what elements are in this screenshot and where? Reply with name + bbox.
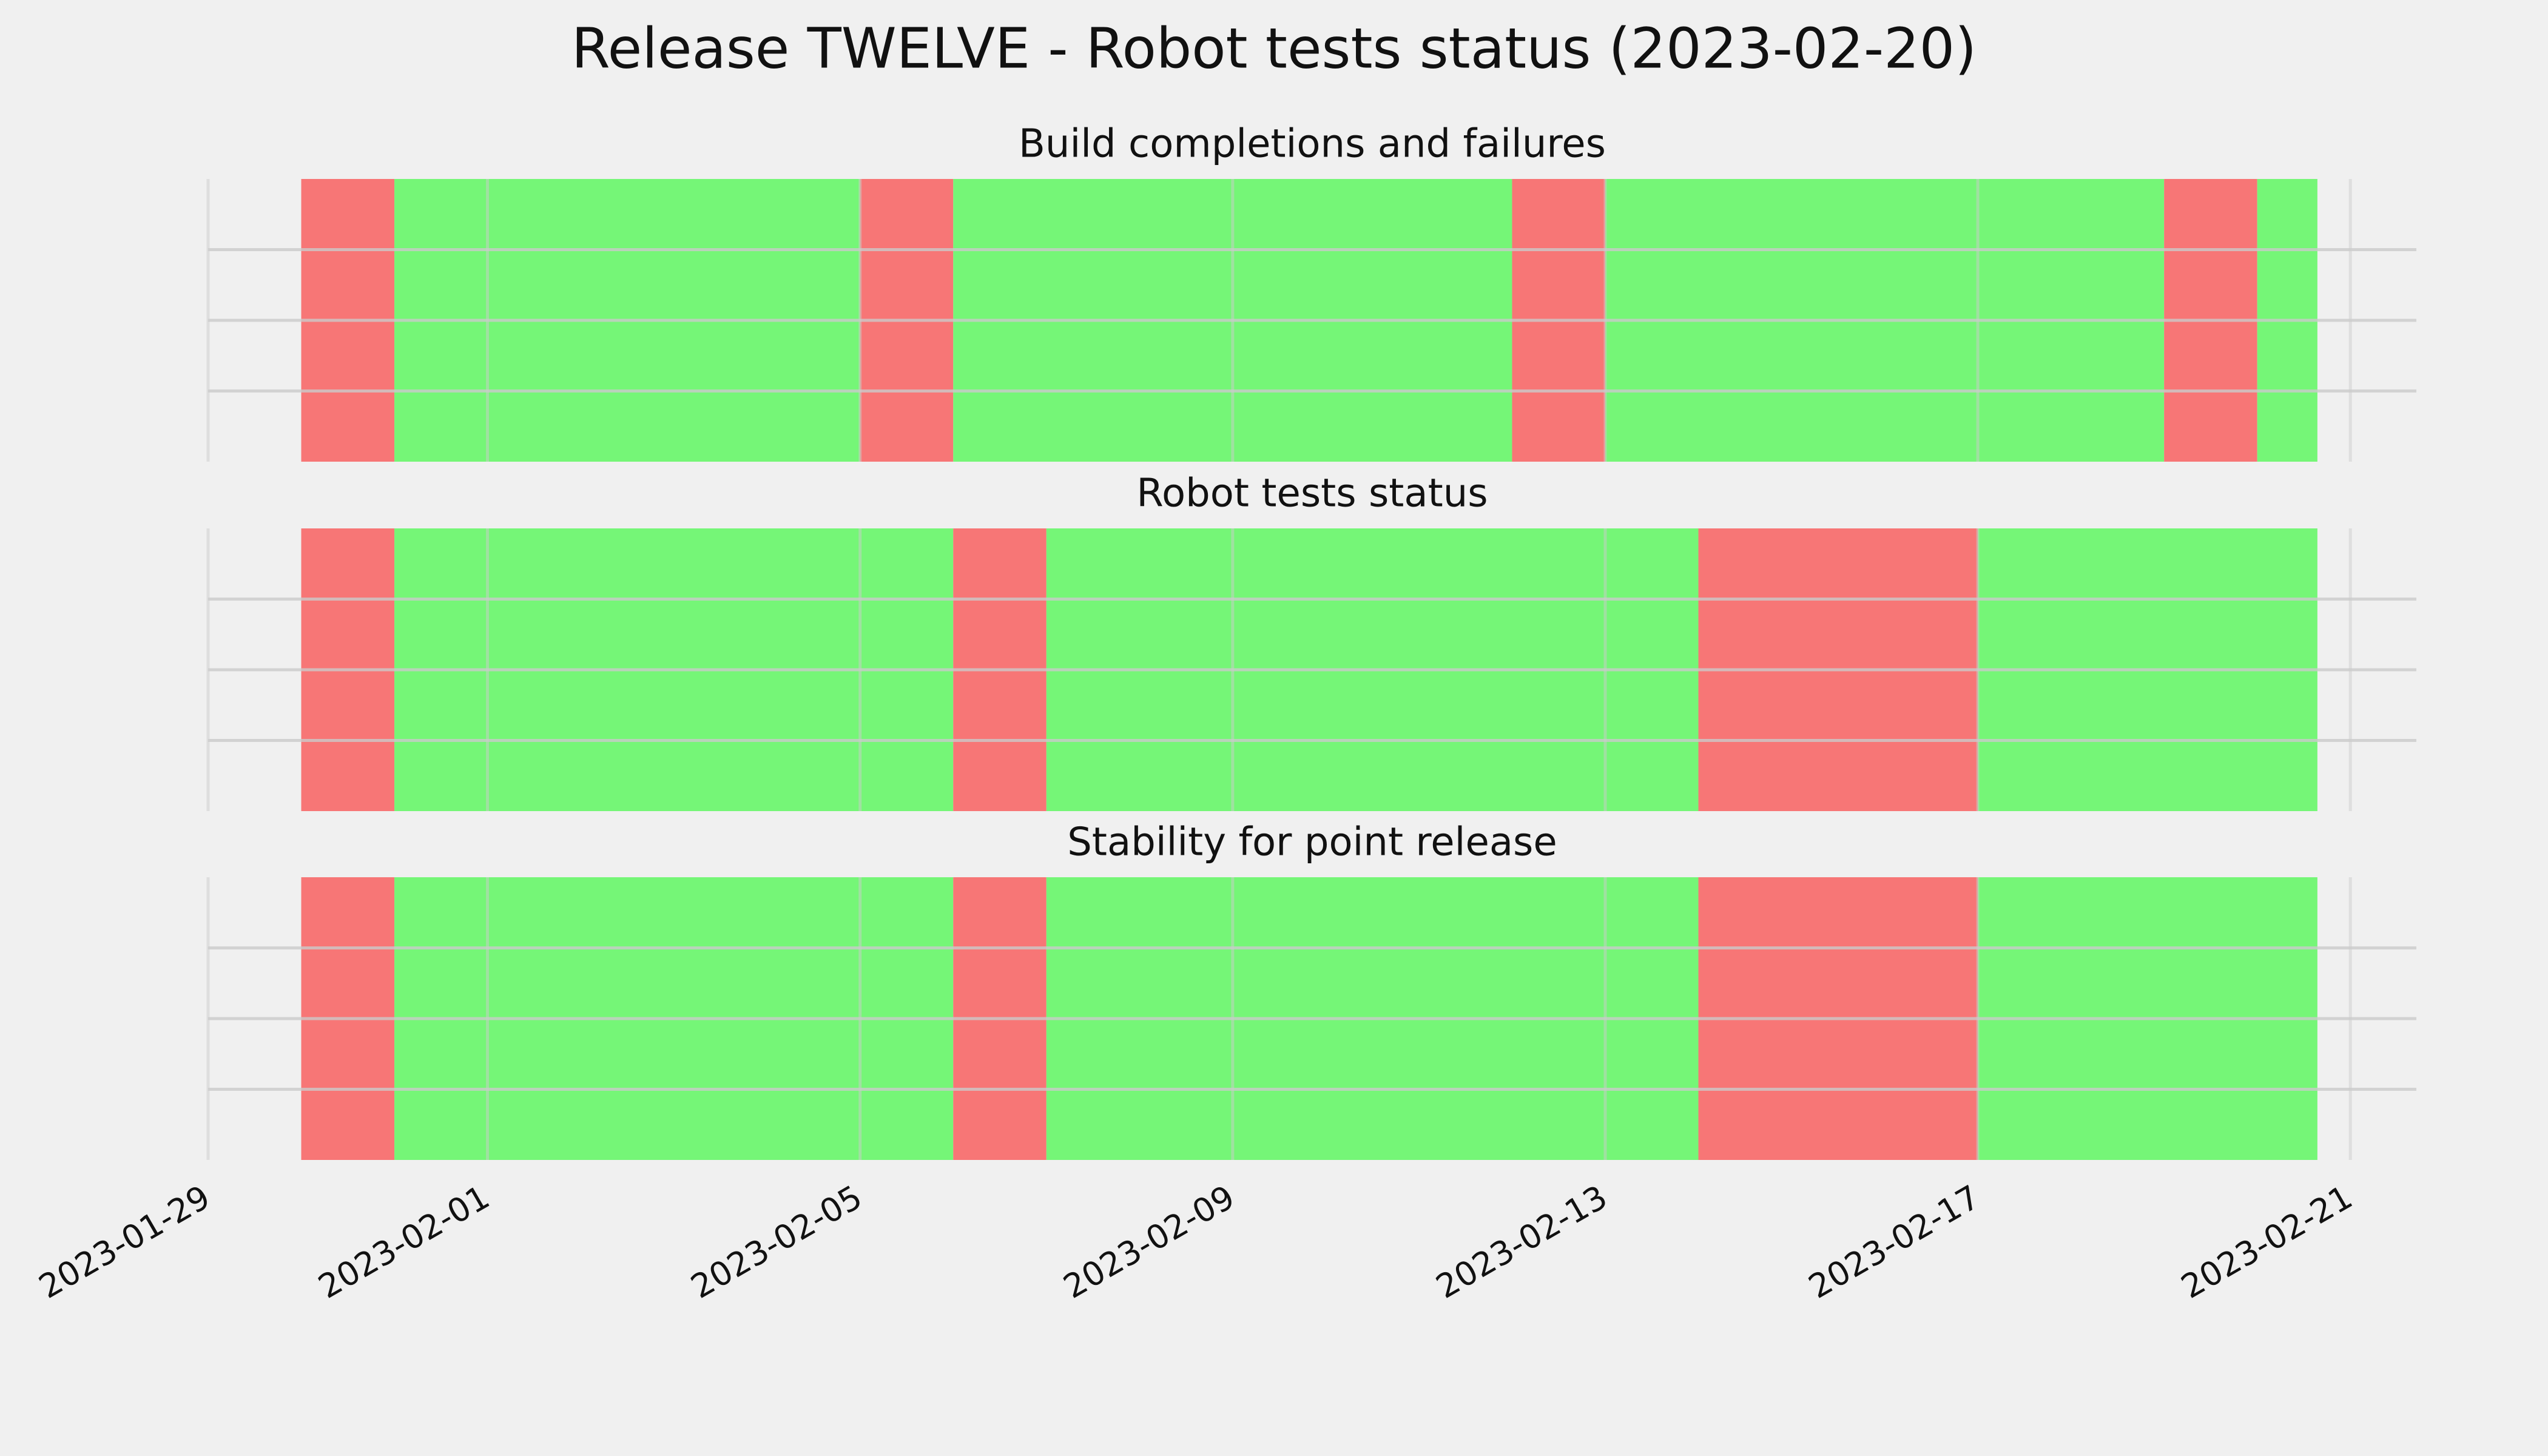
panel-title: Robot tests status bbox=[1136, 471, 1488, 516]
panel-title: Build completions and failures bbox=[1019, 122, 1606, 167]
panel-title: Stability for point release bbox=[1067, 820, 1557, 865]
figure-title: Release TWELVE - Robot tests status (202… bbox=[571, 16, 1977, 81]
